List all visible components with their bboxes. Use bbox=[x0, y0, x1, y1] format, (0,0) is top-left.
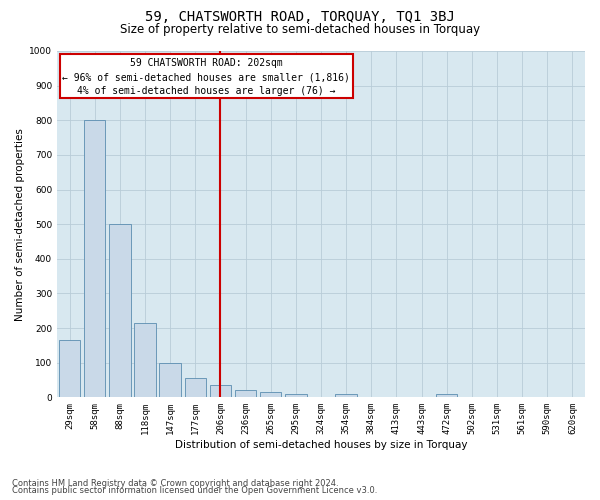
Bar bbox=[436, 394, 457, 398]
Text: 59 CHATSWORTH ROAD: 202sqm: 59 CHATSWORTH ROAD: 202sqm bbox=[130, 58, 283, 68]
Bar bbox=[109, 224, 131, 398]
Bar bbox=[210, 385, 231, 398]
Text: 59, CHATSWORTH ROAD, TORQUAY, TQ1 3BJ: 59, CHATSWORTH ROAD, TORQUAY, TQ1 3BJ bbox=[145, 10, 455, 24]
Bar bbox=[160, 362, 181, 398]
Bar bbox=[185, 378, 206, 398]
Bar bbox=[134, 323, 156, 398]
Bar bbox=[335, 394, 357, 398]
Bar bbox=[235, 390, 256, 398]
Text: Size of property relative to semi-detached houses in Torquay: Size of property relative to semi-detach… bbox=[120, 22, 480, 36]
Text: ← 96% of semi-detached houses are smaller (1,816): ← 96% of semi-detached houses are smalle… bbox=[62, 72, 350, 83]
X-axis label: Distribution of semi-detached houses by size in Torquay: Distribution of semi-detached houses by … bbox=[175, 440, 467, 450]
FancyBboxPatch shape bbox=[59, 54, 353, 98]
Text: Contains public sector information licensed under the Open Government Licence v3: Contains public sector information licen… bbox=[12, 486, 377, 495]
Text: Contains HM Land Registry data © Crown copyright and database right 2024.: Contains HM Land Registry data © Crown c… bbox=[12, 478, 338, 488]
Bar bbox=[285, 394, 307, 398]
Text: 4% of semi-detached houses are larger (76) →: 4% of semi-detached houses are larger (7… bbox=[77, 86, 335, 97]
Bar bbox=[84, 120, 106, 398]
Y-axis label: Number of semi-detached properties: Number of semi-detached properties bbox=[15, 128, 25, 320]
Bar bbox=[59, 340, 80, 398]
Bar bbox=[260, 392, 281, 398]
